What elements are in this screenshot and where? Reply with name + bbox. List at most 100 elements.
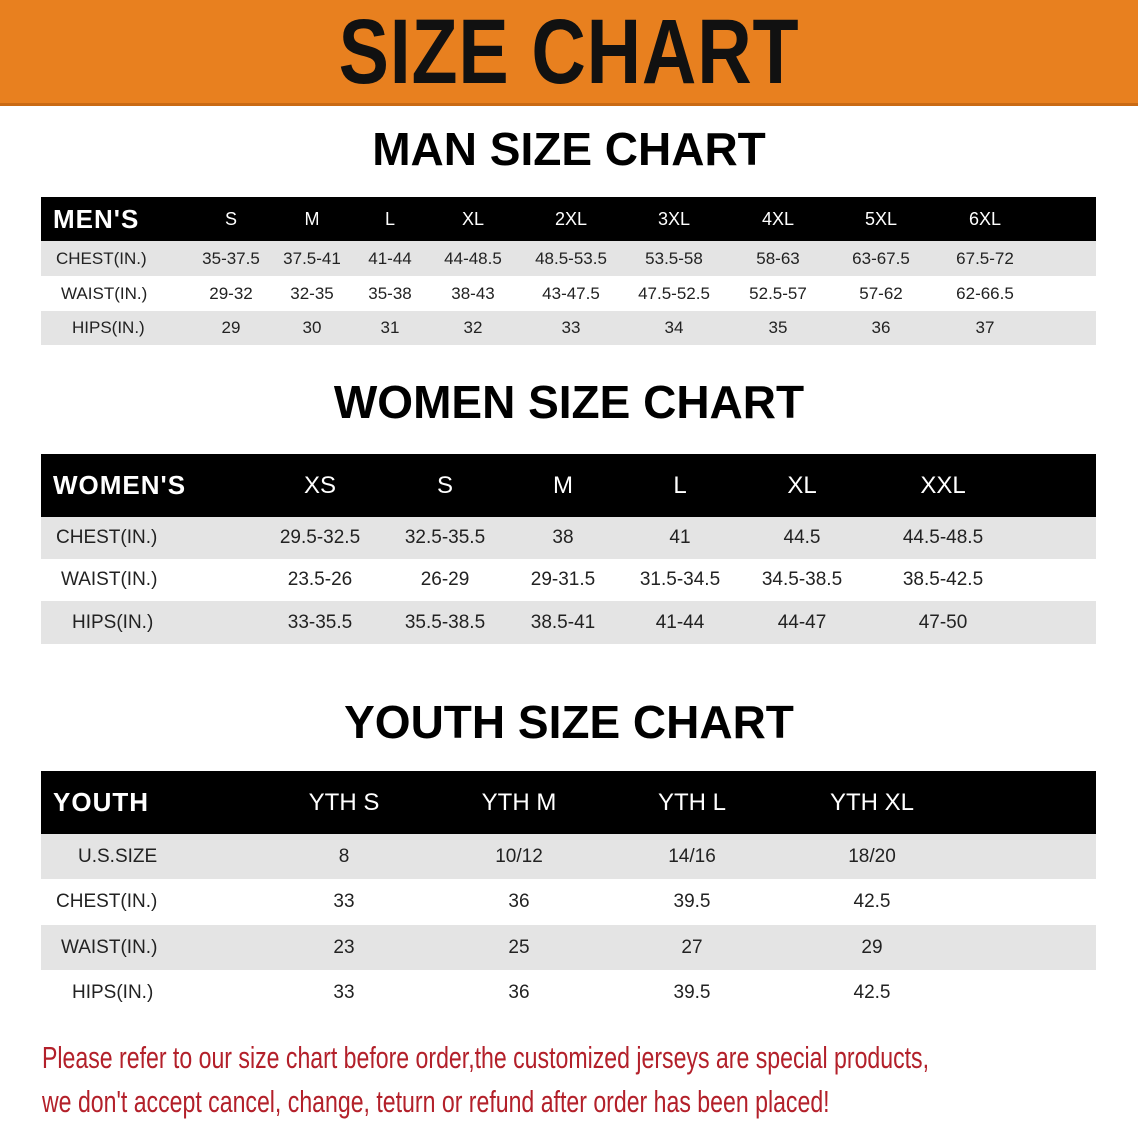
size-column-header: YTH M (481, 788, 557, 816)
measurement-label: CHEST(IN.) (56, 248, 147, 268)
men-section-title: MAN SIZE CHART (372, 123, 766, 175)
measurement-value: 39.5 (673, 982, 711, 1003)
size-column-header: M (304, 208, 320, 229)
size-column-header: XL (787, 471, 817, 499)
measurement-label: WAIST(IN.) (61, 569, 158, 590)
table-row: CHEST(IN.) 29.5-32.5 32.5-35.5 38 41 44.5 44.5… (41, 517, 1096, 559)
men-header-row: MEN'S S M L XL 2XL 3XL 4XL 5XL 6XL (41, 197, 1096, 241)
size-column-header: 5XL (864, 208, 898, 229)
measurement-value: 33 (333, 891, 355, 912)
measurement-value: 25 (508, 936, 530, 958)
measurement-label: WAIST(IN.) (61, 936, 158, 958)
measurement-value: 30 (302, 318, 322, 337)
size-column-header: YTH XL (829, 788, 915, 816)
measurement-value: 42.5 (853, 891, 891, 912)
women-section-title: WOMEN SIZE CHART (333, 376, 805, 428)
measurement-value: 34 (664, 318, 684, 337)
measurement-value: 35 (768, 318, 788, 337)
measurement-value: 23 (333, 936, 355, 958)
measurement-value: 57-62 (859, 283, 903, 303)
measurement-value: 34.5-38.5 (761, 569, 843, 590)
measurement-label: U.S.SIZE (78, 845, 158, 867)
measurement-value: 44.5 (783, 527, 821, 548)
table-row: HIPS(IN.) 33-35.5 35.5-38.5 38.5-41 41-44 44-… (41, 601, 1096, 644)
measurement-value: 32.5-35.5 (404, 527, 486, 548)
measurement-value: 29 (861, 936, 883, 958)
measurement-value: 38 (552, 527, 574, 548)
measurement-value: 33 (561, 318, 581, 337)
measurement-value: 41-44 (655, 611, 705, 633)
measurement-value: 52.5-57 (749, 283, 807, 303)
measurement-value: 10/12 (495, 845, 543, 867)
measurement-value: 38-43 (451, 283, 495, 303)
measurement-value: 37.5-41 (283, 248, 341, 268)
measurement-value: 26-29 (420, 569, 470, 590)
table-row: CHEST(IN.) 35-37.5 37.5-41 41-44 44-48.5 48.5… (41, 241, 1096, 276)
size-column-header: 2XL (554, 208, 588, 229)
youth-header-row: YOUTH YTH S YTH M YTH L YTH XL (41, 771, 1096, 834)
measurement-value: 36 (508, 891, 530, 912)
measurement-value: 35-37.5 (202, 248, 260, 268)
size-column-header: XS (303, 471, 336, 499)
size-column-header: 3XL (657, 208, 691, 229)
size-chart-banner: SIZE CHART (0, 0, 1138, 106)
measurement-value: 38.5-41 (530, 611, 596, 633)
women-header-row: WOMEN'S XS S M L XL XXL (41, 454, 1096, 517)
measurement-value: 33 (333, 982, 355, 1003)
size-column-header: L (384, 208, 395, 229)
measurement-value: 44.5-48.5 (902, 527, 984, 548)
measurement-value: 29 (221, 318, 241, 337)
measurement-value: 41 (669, 527, 691, 548)
measurement-value: 67.5-72 (956, 248, 1014, 268)
measurement-value: 32-35 (290, 283, 334, 303)
measurement-value: 58-63 (756, 248, 800, 268)
measurement-label: WAIST(IN.) (61, 283, 148, 303)
size-column-header: 6XL (968, 208, 1002, 229)
table-row: WAIST(IN.) 23 25 27 29 (41, 925, 1096, 970)
measurement-label: HIPS(IN.) (72, 611, 154, 633)
size-column-header: XL (461, 208, 485, 229)
measurement-value: 32 (463, 318, 483, 337)
measurement-value: 18/20 (848, 845, 896, 867)
size-column-header: 4XL (761, 208, 795, 229)
measurement-value: 36 (871, 318, 891, 337)
measurement-value: 27 (681, 936, 703, 958)
measurement-value: 44-47 (777, 611, 827, 633)
size-column-header: YTH S (308, 788, 380, 816)
measurement-value: 47.5-52.5 (638, 283, 710, 303)
measurement-label: CHEST(IN.) (56, 891, 158, 912)
youth-section-title: YOUTH SIZE CHART (344, 696, 794, 748)
measurement-value: 14/16 (668, 845, 716, 867)
measurement-value: 36 (508, 982, 530, 1003)
measurement-value: 23.5-26 (287, 569, 353, 590)
measurement-label: HIPS(IN.) (72, 318, 145, 337)
measurement-value: 38.5-42.5 (902, 569, 984, 590)
measurement-value: 62-66.5 (956, 283, 1014, 303)
measurement-value: 48.5-53.5 (535, 248, 607, 268)
size-column-header: XXL (920, 471, 966, 499)
table-row: HIPS(IN.) 29 30 31 32 33 34 35 36 37 (41, 311, 1096, 345)
measurement-value: 41-44 (368, 248, 412, 268)
table-header-label: WOMEN'S (53, 470, 187, 500)
measurement-value: 31 (380, 318, 400, 337)
size-column-header: L (673, 471, 687, 499)
measurement-value: 39.5 (673, 891, 711, 912)
measurement-value: 29-31.5 (530, 569, 596, 590)
measurement-value: 29-32 (209, 283, 253, 303)
table-row: WAIST(IN.) 23.5-26 26-29 29-31.5 31.5-34.5 34… (41, 559, 1096, 601)
size-column-header: S (436, 471, 453, 499)
table-row: HIPS(IN.) 33 36 39.5 42.5 (41, 970, 1096, 1016)
measurement-value: 35.5-38.5 (404, 611, 486, 633)
measurement-label: HIPS(IN.) (72, 982, 154, 1003)
table-row: WAIST(IN.) 29-32 32-35 35-38 38-43 43-47.5 47.… (41, 276, 1096, 311)
measurement-value: 63-67.5 (852, 248, 910, 268)
measurement-value: 44-48.5 (444, 248, 502, 268)
size-column-header: M (553, 471, 573, 499)
table-row: U.S.SIZE 8 10/12 14/16 18/20 (41, 834, 1096, 879)
measurement-value: 42.5 (853, 982, 891, 1003)
measurement-value: 35-38 (368, 283, 412, 303)
table-row: CHEST(IN.) 33 36 39.5 42.5 (41, 879, 1096, 925)
page-title: SIZE CHART (338, 1, 800, 103)
measurement-value: 33-35.5 (287, 611, 353, 633)
policy-notice-line-2: we don't accept cancel, change, teturn o… (42, 1084, 830, 1119)
